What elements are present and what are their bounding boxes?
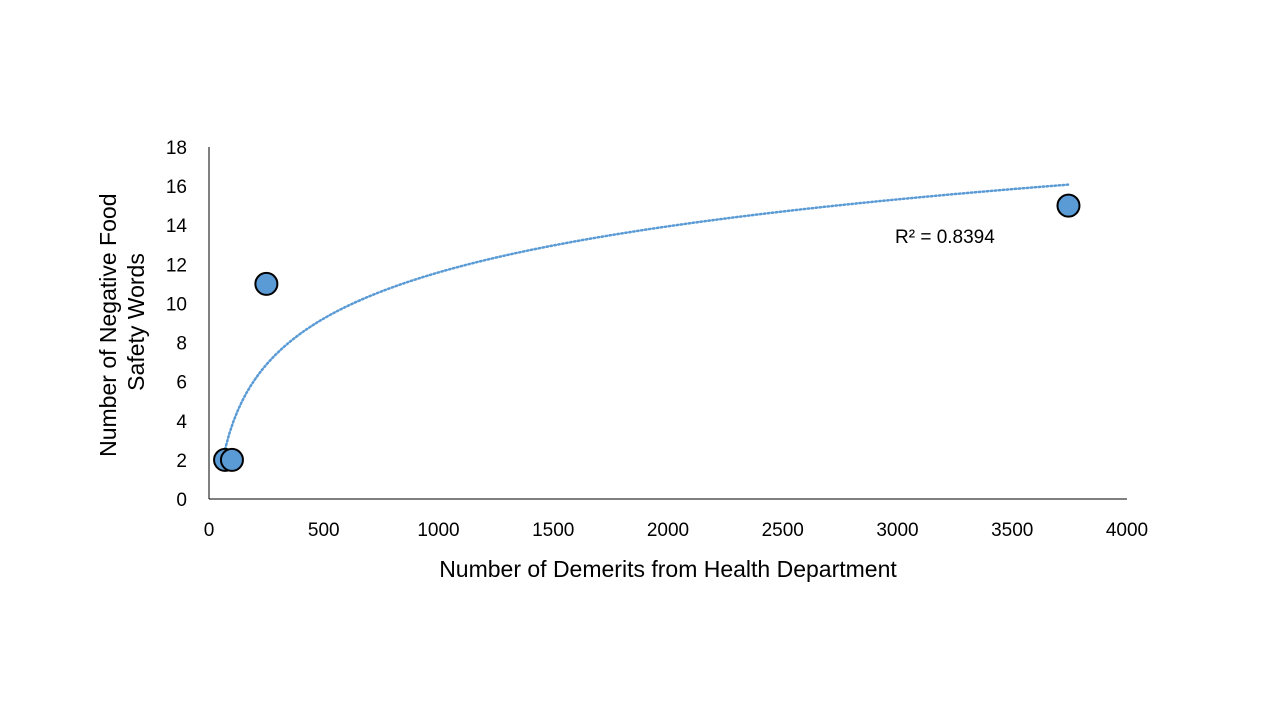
trendline	[223, 183, 1070, 451]
x-tick-label: 2500	[762, 520, 804, 541]
y-tick-label: 0	[176, 490, 187, 511]
x-tick-label: 3000	[876, 520, 918, 541]
x-tick-label: 0	[204, 520, 215, 541]
y-tick-labels: 0 2 4 6 8 10 12 14 16 18	[166, 138, 188, 511]
y-tick-label: 2	[176, 451, 187, 472]
data-point	[254, 271, 279, 296]
y-tick-label: 10	[166, 294, 187, 315]
y-axis-title: Number of Negative Food Safety Words	[95, 187, 149, 457]
x-tick-label: 1500	[532, 520, 574, 541]
y-axis-title-line-2: Safety Words	[123, 253, 149, 391]
y-tick-label: 8	[176, 334, 187, 355]
y-tick-label: 6	[176, 373, 187, 394]
y-tick-label: 18	[166, 138, 187, 159]
data-point	[219, 447, 244, 472]
y-tick-label: 14	[166, 216, 188, 237]
x-tick-label: 3500	[991, 520, 1033, 541]
data-points	[213, 193, 1081, 472]
x-tick-label: 1000	[417, 520, 459, 541]
y-tick-label: 12	[166, 255, 187, 276]
x-tick-label: 2000	[647, 520, 689, 541]
r-squared-annotation: R² = 0.8394	[895, 227, 995, 248]
axes	[208, 147, 1127, 500]
y-tick-label: 16	[166, 177, 187, 198]
data-point	[1056, 193, 1081, 218]
x-tick-label: 4000	[1106, 520, 1148, 541]
x-axis-title: Number of Demerits from Health Departmen…	[439, 556, 897, 582]
y-tick-label: 4	[176, 412, 187, 433]
y-axis-title-line-1: Number of Negative Food	[95, 194, 121, 457]
x-tick-labels: 0 500 1000 1500 2000 2500 3000 3500 4000	[204, 520, 1148, 541]
x-tick-label: 500	[308, 520, 340, 541]
